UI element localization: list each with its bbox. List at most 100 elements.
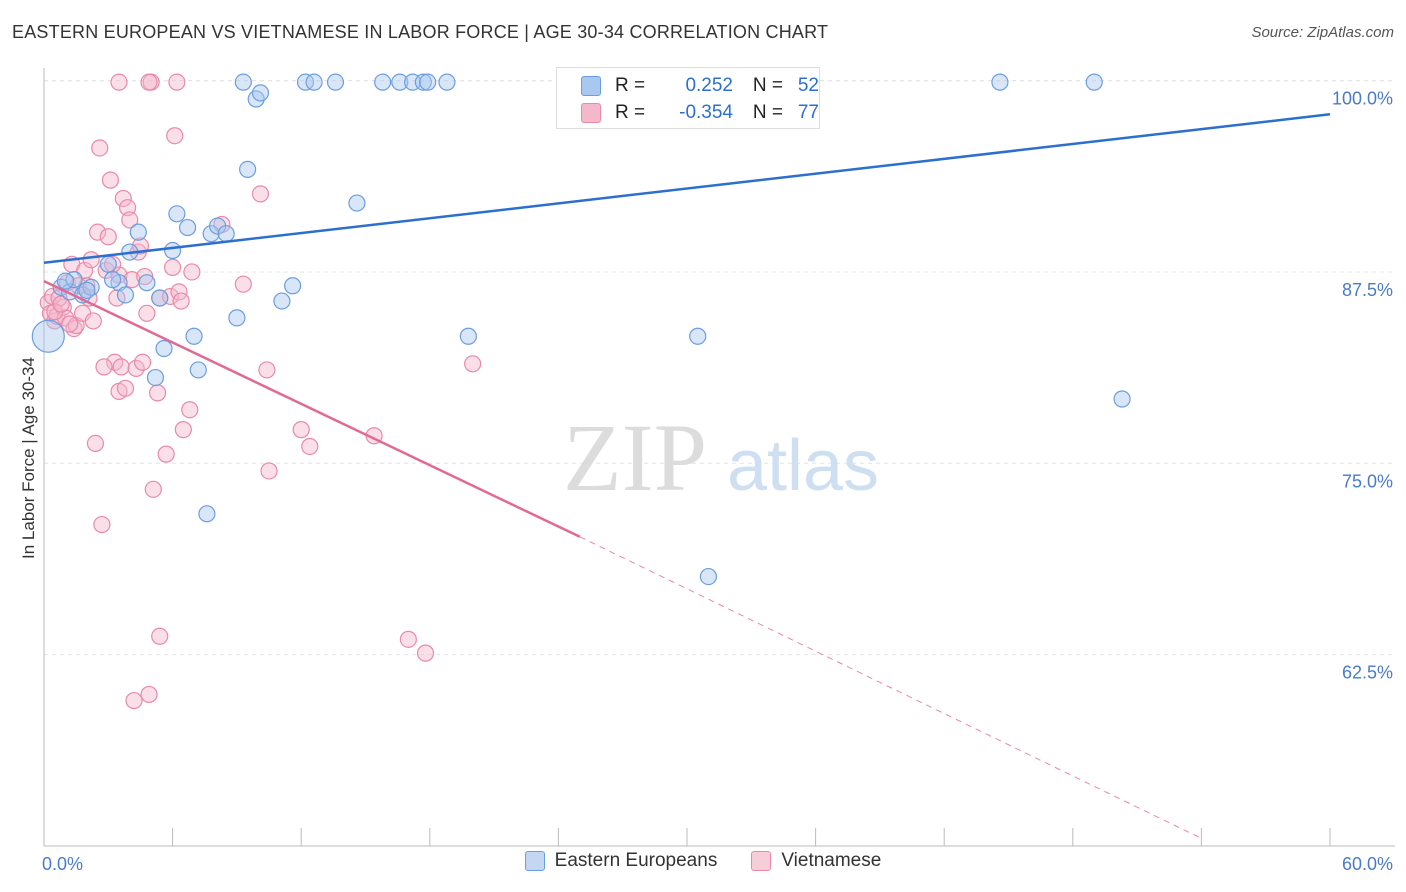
vietnamese-point <box>144 480 162 498</box>
vietnamese-point <box>86 434 105 453</box>
legend-label-eastern: Eastern Europeans <box>554 850 718 871</box>
eastern-european-point <box>991 73 1009 91</box>
source-label: Source: ZipAtlas.com <box>1251 24 1394 41</box>
eastern-european-point <box>146 368 165 387</box>
vietnamese-point <box>133 353 152 371</box>
eastern-european-point <box>419 73 437 91</box>
legend-label-vietnamese: Vietnamese <box>781 850 882 871</box>
eastern-european-point <box>284 277 302 295</box>
vietnamese-points <box>39 73 482 710</box>
eastern-european-point <box>699 567 718 586</box>
vietnamese-point <box>114 189 132 208</box>
eastern-european-point <box>164 241 182 260</box>
eastern-european-point <box>129 223 147 241</box>
eastern-european-point <box>374 73 392 91</box>
eastern-european-point <box>56 272 75 290</box>
watermark-zip: ZIP <box>563 404 707 511</box>
vietnamese-trend-line <box>43 280 581 538</box>
watermark-atlas: atlas <box>727 426 879 506</box>
eastern-european-point <box>1085 73 1103 91</box>
vietnamese-point <box>112 358 130 376</box>
vietnamese-point <box>52 295 70 313</box>
chart-title: EASTERN EUROPEAN VS VIETNAMESE IN LABOR … <box>12 22 829 42</box>
vietnamese-point <box>138 304 156 322</box>
vietnamese-point <box>88 223 107 241</box>
eastern-european-point <box>239 160 257 178</box>
vietnamese-point <box>99 228 117 246</box>
eastern-european-point <box>103 271 122 289</box>
vietnamese-trend-extension <box>579 536 1202 839</box>
eastern-european-point <box>151 289 169 307</box>
eastern-european-point <box>155 339 173 358</box>
eastern-european-point <box>65 271 83 289</box>
axis-labels: 100.0% 87.5% 75.0% 62.5% 0.0% 60.0% <box>42 89 1393 874</box>
vietnamese-point <box>61 315 79 333</box>
axes <box>43 68 1395 847</box>
eastern-swatch <box>581 76 601 96</box>
vietnamese-point <box>82 251 100 269</box>
vietnamese-point <box>95 358 113 376</box>
vietnamese-point <box>174 421 192 439</box>
vietnamese-point <box>93 515 111 534</box>
eastern-european-point <box>273 292 291 310</box>
eastern-european-point <box>168 205 186 223</box>
legend-item-vietnamese[interactable]: Vietnamese <box>751 850 881 872</box>
r-label: R = <box>615 102 646 123</box>
eastern-european-point <box>391 73 409 91</box>
eastern-european-point <box>198 505 216 523</box>
legend-item-eastern[interactable]: Eastern Europeans <box>524 850 718 872</box>
eastern-european-point <box>234 73 252 91</box>
vietnamese-point <box>140 73 158 91</box>
watermark: ZIP atlas <box>563 404 879 511</box>
vietnamese-point <box>157 445 175 463</box>
eastern-trend-line <box>43 113 1331 265</box>
eastern-european-points <box>31 73 1131 586</box>
trend-lines <box>43 113 1331 839</box>
n-value: 52 <box>797 75 819 96</box>
y-tick-label: 100.0% <box>1332 89 1393 109</box>
vietnamese-point <box>110 73 128 91</box>
vietnamese-point <box>168 73 186 91</box>
eastern-european-point <box>348 194 366 212</box>
vietnamese-point <box>84 312 102 330</box>
vietnamese-point <box>172 292 190 310</box>
eastern-european-point <box>189 361 207 379</box>
vietnamese-swatch <box>581 103 601 123</box>
vietnamese-point <box>116 379 135 397</box>
r-label: R = <box>615 75 646 96</box>
vietnamese-point <box>251 185 270 203</box>
eastern-european-point <box>689 327 707 345</box>
vietnamese-point <box>260 462 278 480</box>
vietnamese-point <box>292 421 310 439</box>
vietnamese-point <box>140 685 158 704</box>
bottom-legend: Eastern Europeans Vietnamese <box>0 850 1406 872</box>
eastern-european-point <box>99 255 117 273</box>
eastern-european-point <box>305 73 323 91</box>
n-value: 77 <box>797 102 819 123</box>
eastern-european-point <box>179 218 197 237</box>
stats-row-eastern: R = 0.252 N = 52 <box>581 73 819 99</box>
eastern-european-point <box>251 84 270 102</box>
eastern-european-point <box>185 327 203 345</box>
vietnamese-point <box>161 287 180 306</box>
vietnamese-point <box>234 275 252 293</box>
n-label: N = <box>752 75 783 96</box>
eastern-european-point <box>228 309 246 327</box>
vietnamese-point <box>258 361 276 379</box>
r-value: -0.354 <box>679 102 733 123</box>
stats-row-vietnamese: R = -0.354 N = 77 <box>581 100 819 126</box>
eastern-european-point <box>217 225 235 243</box>
eastern-european-point <box>138 274 156 292</box>
vietnamese-point <box>125 691 143 710</box>
y-tick-label: 87.5% <box>1342 280 1393 300</box>
stats-legend-box: R = 0.252 N = 52 R = -0.354 N = 77 <box>556 67 820 129</box>
vietnamese-point <box>166 127 184 145</box>
vietnamese-point <box>127 359 145 377</box>
eastern-european-point <box>459 327 477 345</box>
vietnamese-point <box>101 171 120 189</box>
y-axis-label: In Labor Force | Age 30-34 <box>19 357 38 559</box>
eastern-european-point <box>1113 390 1131 408</box>
vietnamese-point <box>399 630 417 648</box>
vietnamese-point <box>181 401 199 419</box>
